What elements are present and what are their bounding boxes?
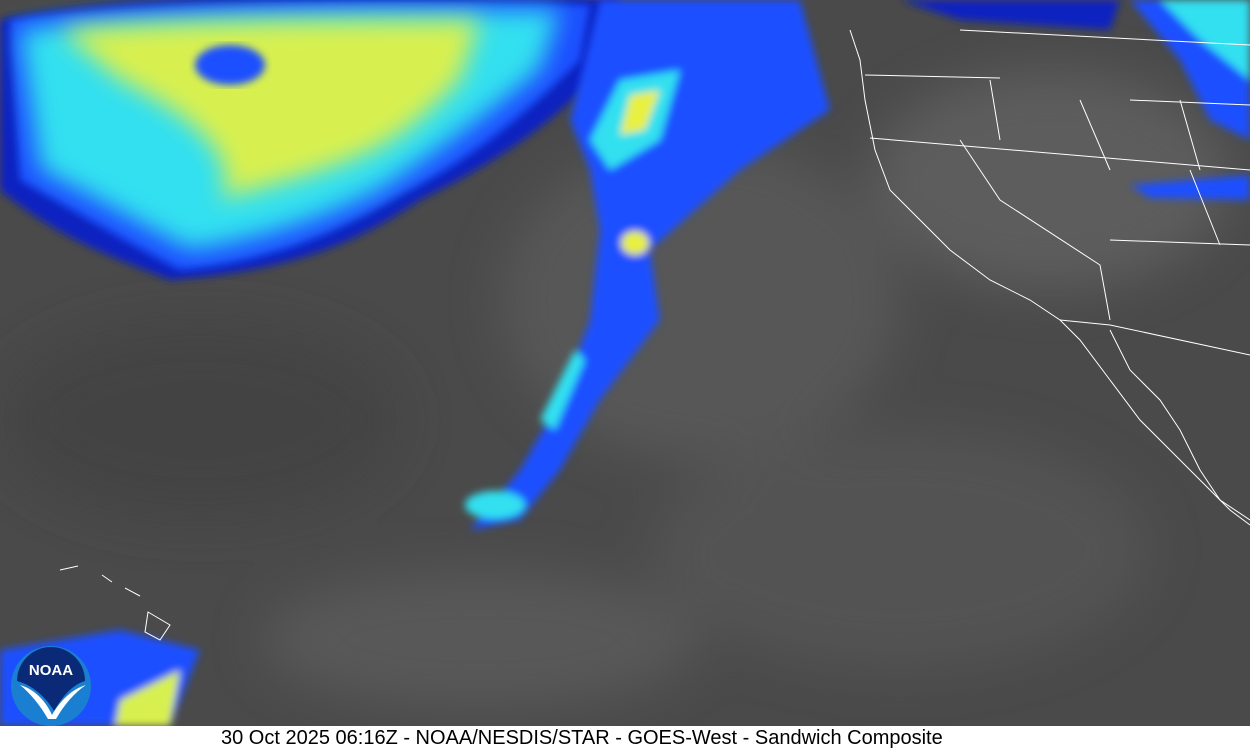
satellite-image xyxy=(0,0,1250,726)
cloud-northeast xyxy=(900,0,1250,200)
cloud-band-central xyxy=(465,0,830,530)
image-caption-bar: 30 Oct 2025 06:16Z - NOAA/NESDIS/STAR - … xyxy=(0,726,1250,750)
cloud-system-northwest xyxy=(0,0,620,280)
image-caption: 30 Oct 2025 06:16Z - NOAA/NESDIS/STAR - … xyxy=(221,727,943,749)
west-coastline xyxy=(849,29,1250,526)
hawaii-islands xyxy=(59,565,171,641)
state-and-coast-borders xyxy=(59,29,1250,641)
svg-text:NOAA: NOAA xyxy=(29,662,73,679)
noaa-logo: NOAA xyxy=(11,646,91,726)
baja-coast xyxy=(1109,329,1250,521)
